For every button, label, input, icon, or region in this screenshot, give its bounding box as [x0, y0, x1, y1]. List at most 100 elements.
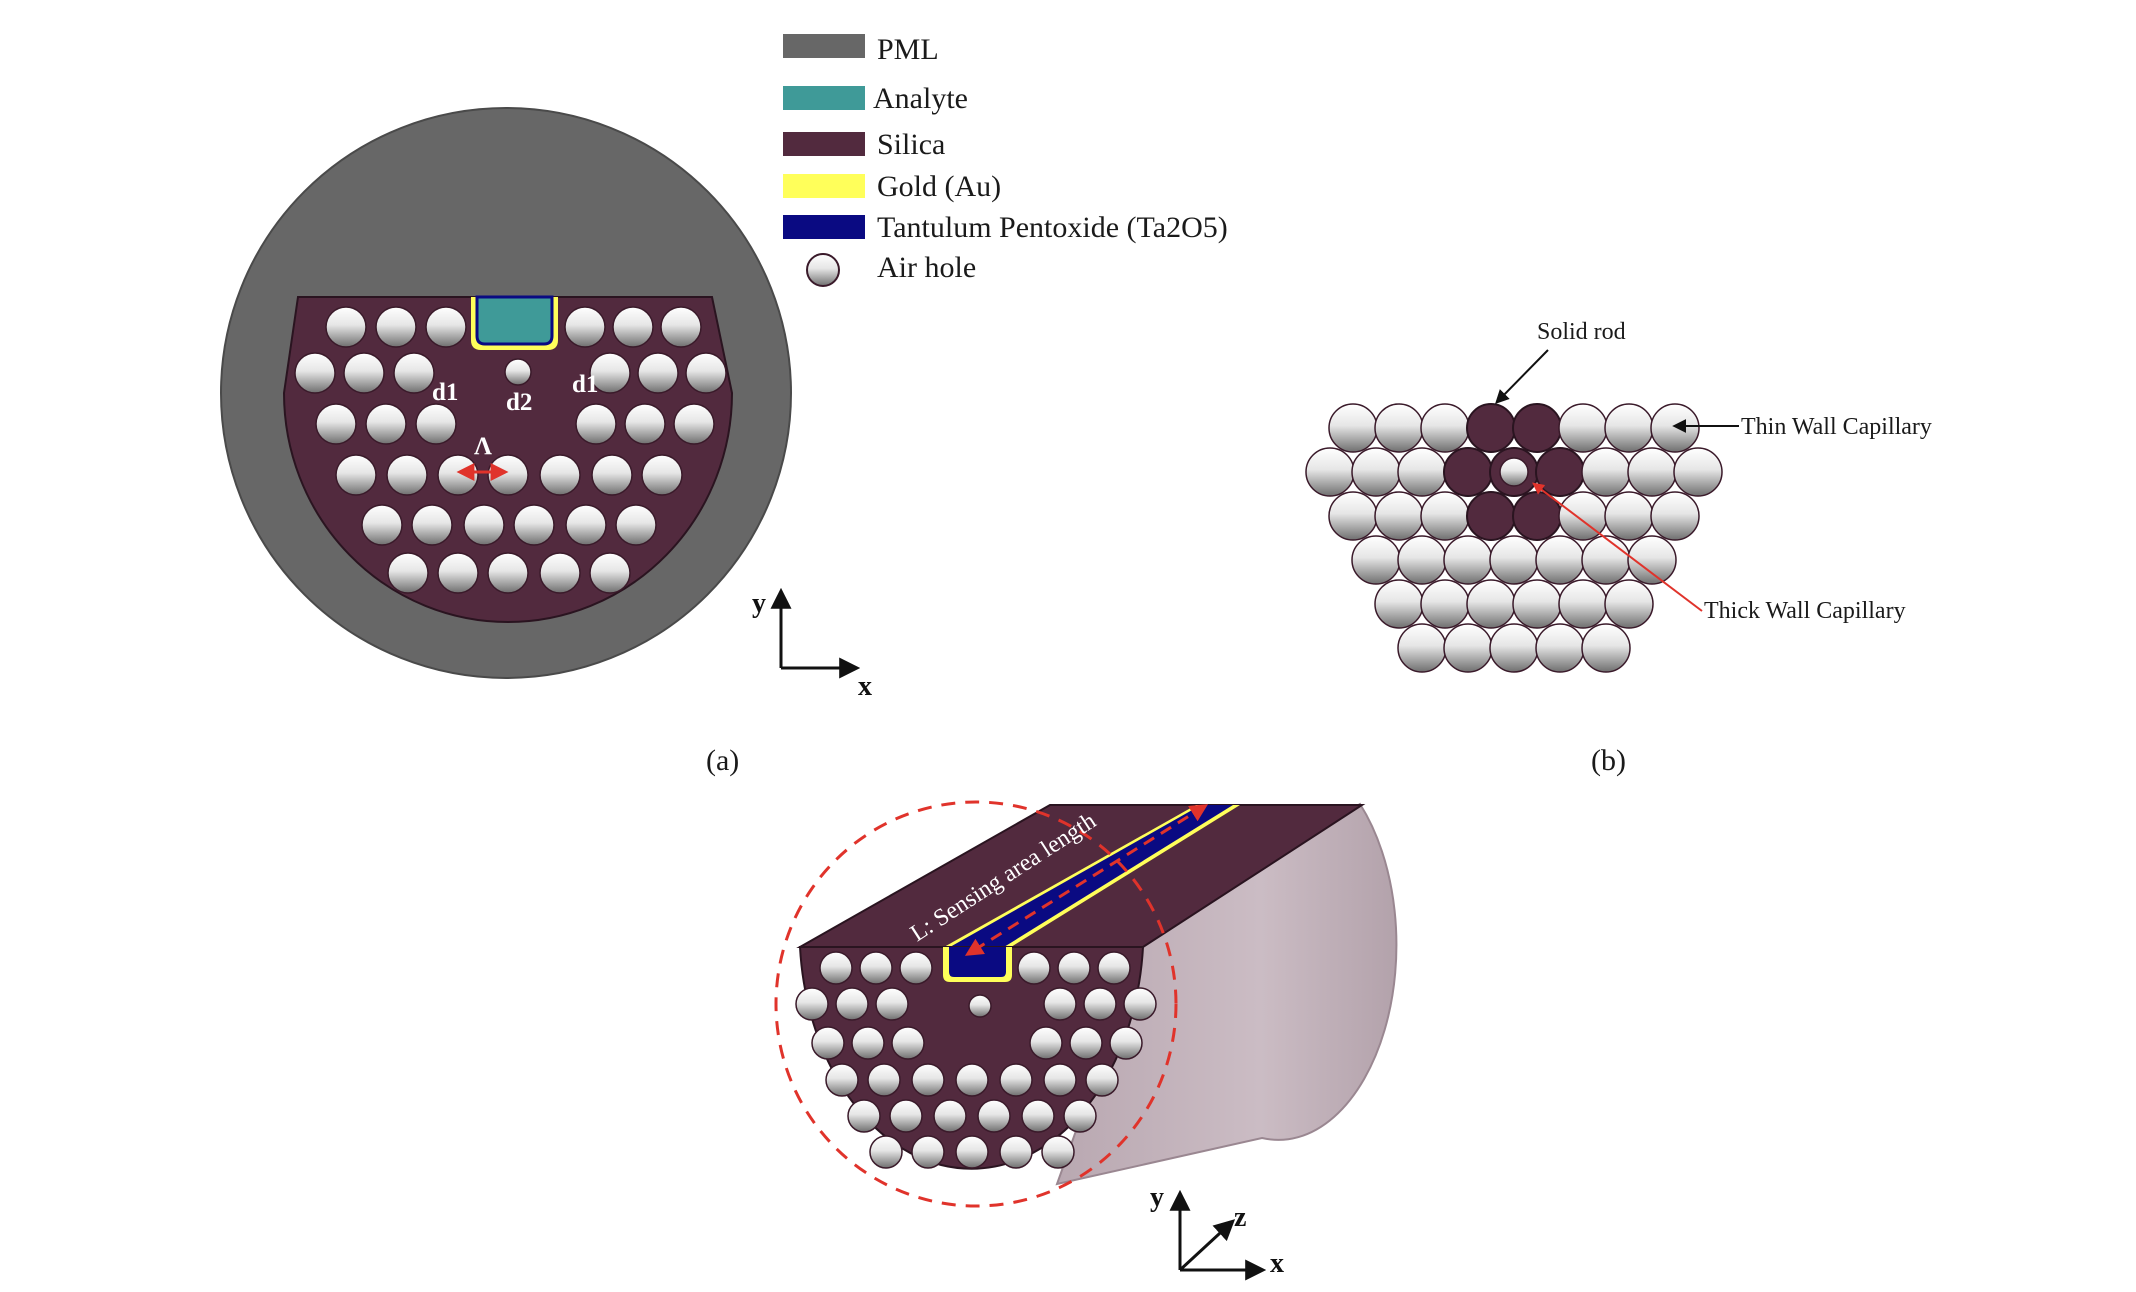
air-hole [1069, 1026, 1103, 1060]
thin-wall-capillary [1604, 579, 1654, 629]
axes-c: y z x [1150, 1182, 1284, 1281]
air-hole [575, 403, 617, 445]
thin-wall-capillary [1374, 579, 1424, 629]
air-hole [589, 352, 631, 394]
air-hole [325, 306, 367, 348]
air-hole [361, 504, 403, 546]
solid-rod [1466, 491, 1516, 541]
axis-c-x-label: x [1270, 1248, 1284, 1279]
thin-wall-capillary [1581, 535, 1631, 585]
air-hole [539, 454, 581, 496]
air-hole [899, 951, 933, 985]
axis-a-x-label: x [858, 671, 872, 702]
air-hole [393, 352, 435, 394]
air-hole [615, 504, 657, 546]
thin-wall-capillary [1443, 535, 1493, 585]
air-hole [891, 1026, 925, 1060]
air-hole [911, 1135, 945, 1169]
air-hole [487, 552, 529, 594]
thin-wall-capillary [1650, 491, 1700, 541]
axes-a: y x [752, 587, 872, 702]
air-hole [819, 951, 853, 985]
air-hole [335, 454, 377, 496]
air-hole [1123, 987, 1157, 1021]
annot-thin-wall: Thin Wall Capillary [1741, 414, 1932, 440]
air-hole [889, 1099, 923, 1133]
label-d2: d2 [506, 389, 532, 416]
air-hole [660, 306, 702, 348]
panel-a-cross-section: d1 d2 d1 Λ y x (a) [220, 107, 872, 777]
air-hole [795, 987, 829, 1021]
air-hole [955, 1135, 989, 1169]
thin-wall-capillary [1512, 579, 1562, 629]
air-hole [539, 552, 581, 594]
thin-wall-capillary [1650, 403, 1700, 453]
air-hole [1109, 1026, 1143, 1060]
air-hole [847, 1099, 881, 1133]
ta2o5-layer-c [949, 947, 1006, 977]
thin-wall-capillary [1604, 491, 1654, 541]
air-hole [1041, 1135, 1075, 1169]
arrow-solid-rod [1495, 349, 1549, 404]
air-hole [1063, 1099, 1097, 1133]
thin-wall-capillary [1420, 579, 1470, 629]
air-hole [641, 454, 683, 496]
legend-label-air-hole: Air hole [877, 251, 976, 284]
panel-c-3d-fiber: L: Sensing area length y z x [774, 800, 1398, 1281]
air-hole [487, 454, 529, 496]
air-hole [1097, 951, 1131, 985]
air-hole [437, 552, 479, 594]
air-hole [612, 306, 654, 348]
axis-c-z-label: z [1234, 1202, 1246, 1233]
legend-item-gold: Gold (Au) [783, 170, 1001, 203]
air-hole [911, 1063, 945, 1097]
air-hole [415, 403, 457, 445]
label-d1-right: d1 [572, 371, 598, 398]
solid-rod [1466, 403, 1516, 453]
air-hole [1043, 1063, 1077, 1097]
legend-item-pml: PML [783, 33, 939, 66]
legend-label-silica: Silica [877, 128, 945, 161]
legend-swatch-silica [783, 132, 865, 156]
annot-solid-rod: Solid rod [1537, 319, 1626, 345]
legend-swatch-ta2o5 [783, 215, 865, 239]
air-hole [955, 1063, 989, 1097]
air-hole [1017, 951, 1051, 985]
air-hole [933, 1099, 967, 1133]
thin-wall-capillary [1489, 623, 1539, 673]
legend-swatch-gold [783, 174, 865, 198]
legend-item-silica: Silica [783, 128, 945, 161]
air-hole [825, 1063, 859, 1097]
air-hole [591, 454, 633, 496]
legend-item-analyte: Analyte [783, 82, 968, 115]
thin-wall-capillary [1351, 447, 1401, 497]
sensing-region-circle [774, 800, 1178, 1208]
thin-wall-capillary [1328, 403, 1378, 453]
fiber-side-body [1055, 802, 1398, 1186]
thin-wall-capillary [1558, 403, 1608, 453]
panel-a-caption: (a) [706, 744, 739, 777]
annot-thick-wall: Thick Wall Capillary [1704, 598, 1906, 624]
thin-wall-capillary [1535, 535, 1585, 585]
air-hole-small [504, 358, 532, 386]
thin-wall-capillary [1397, 447, 1447, 497]
legend-item-air-hole: Air hole [806, 251, 976, 287]
thin-wall-capillary [1581, 447, 1631, 497]
legend-label-gold: Gold (Au) [877, 170, 1001, 203]
thin-wall-capillary [1581, 623, 1631, 673]
air-hole [1085, 1063, 1119, 1097]
air-hole [1029, 1026, 1063, 1060]
air-hole [1021, 1099, 1055, 1133]
legend-label-ta2o5: Tantulum Pentoxide (Ta2O5) [877, 211, 1228, 244]
air-hole [685, 352, 727, 394]
legend-swatch-pml [783, 34, 865, 58]
thin-wall-capillary [1673, 447, 1723, 497]
air-hole [437, 454, 479, 496]
analyte-channel-a [475, 295, 554, 346]
legend-swatch-analyte [783, 86, 865, 110]
air-hole [811, 1026, 845, 1060]
air-hole [999, 1063, 1033, 1097]
capillary-stack [1305, 403, 1723, 673]
air-hole [1083, 987, 1117, 1021]
